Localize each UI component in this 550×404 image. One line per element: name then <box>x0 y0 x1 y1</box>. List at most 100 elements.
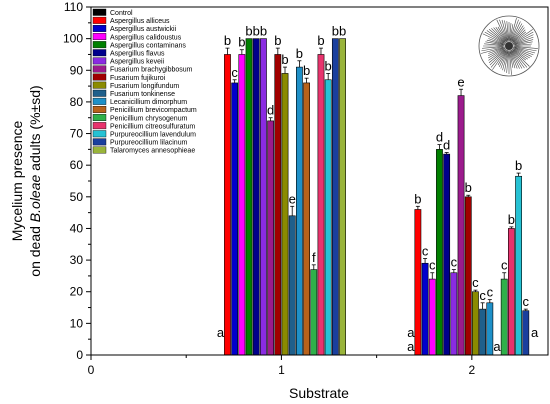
significance-label: e <box>457 74 464 89</box>
legend-label: Aspergillus keveii <box>110 59 165 66</box>
colony-hypha <box>506 50 509 73</box>
legend-label: Purpureocillium lavendulum <box>110 132 196 139</box>
y-tick-label: 100 <box>63 32 83 46</box>
colony-hypha <box>501 19 509 43</box>
colony-hypha <box>513 29 533 43</box>
bar <box>317 54 325 356</box>
legend-swatch <box>92 8 107 16</box>
bar <box>267 120 275 356</box>
colony-hypha <box>512 48 529 60</box>
significance-label: b <box>332 24 339 39</box>
legend-swatch <box>92 73 107 81</box>
bar <box>231 82 239 356</box>
colony-hypha <box>488 47 506 59</box>
x-tick-label: 1 <box>278 363 285 377</box>
colony-hypha <box>484 43 505 46</box>
legend-swatch <box>92 138 107 146</box>
legend-label: Aspergillus flavus <box>110 51 165 58</box>
legend-swatch <box>92 41 107 49</box>
significance-label: d <box>267 103 274 118</box>
colony-hypha <box>495 26 506 42</box>
significance-label: b <box>260 24 267 39</box>
legend-swatch <box>92 146 107 154</box>
legend-swatch <box>92 114 107 122</box>
y-tick-label: 60 <box>70 158 84 172</box>
colony-hypha <box>511 25 524 43</box>
colony-hypha <box>509 23 512 42</box>
colony-hypha <box>497 26 508 43</box>
y-tick-label: 80 <box>70 95 84 109</box>
colony-hypha <box>509 24 514 41</box>
legend-label: Purpureocillium lilacinum <box>110 140 188 147</box>
colony-hypha <box>480 46 506 54</box>
colony-hypha <box>488 47 505 56</box>
significance-label: e <box>289 191 296 206</box>
colony-center <box>505 42 513 50</box>
bar <box>515 175 522 356</box>
bar <box>450 272 458 356</box>
colony-hypha <box>511 29 526 44</box>
y-tick-label: 20 <box>70 285 84 299</box>
colony-hypha <box>488 38 505 45</box>
colony-hypha <box>506 21 509 41</box>
colony-hypha <box>509 50 514 68</box>
significance-label: a <box>407 339 415 354</box>
significance-label: b <box>224 33 231 48</box>
colony-hypha <box>499 19 508 41</box>
colony-hypha <box>491 28 507 44</box>
significance-label: b <box>238 35 245 50</box>
significance-label: a <box>493 339 501 354</box>
y-tick-label: 110 <box>64 0 83 14</box>
bar <box>428 278 436 356</box>
colony-hypha <box>514 36 534 45</box>
colony-hypha <box>488 49 505 61</box>
bar <box>464 196 472 356</box>
x-ticks: 0 1 2 <box>88 355 475 377</box>
colony-hypha <box>512 39 534 46</box>
colony-hypha <box>488 29 505 43</box>
colony-hypha <box>514 48 532 57</box>
control-label: a <box>407 325 415 340</box>
bar <box>296 66 303 356</box>
legend-label: Fusarium longifundum <box>110 83 179 90</box>
significance-label: b <box>296 46 303 61</box>
bar <box>331 38 339 356</box>
y-tick-label: 40 <box>70 221 84 235</box>
bar <box>457 95 465 356</box>
legend-swatch <box>92 16 107 24</box>
significance-label: c <box>472 275 479 290</box>
y-tick-label: 90 <box>70 63 84 77</box>
y-axis-label-line1: Mycelium presence <box>9 120 25 241</box>
significance-label: b <box>281 52 288 67</box>
significance-label: c <box>422 244 429 259</box>
x-tick-label: 0 <box>88 363 95 377</box>
bars-layer <box>224 38 530 356</box>
legend-swatch <box>92 49 107 57</box>
colony-hypha <box>513 49 527 61</box>
legend-label: Aspergillus contaminans <box>110 42 186 49</box>
colony-hypha <box>485 41 504 46</box>
bar <box>288 215 296 356</box>
y-axis-label-italic: B.oleae <box>27 174 43 222</box>
colony-hypha <box>488 47 504 54</box>
colony-hypha <box>504 20 509 42</box>
x-tick-label: 2 <box>468 363 475 377</box>
control-label: a <box>531 325 539 340</box>
colony-hypha <box>513 46 538 49</box>
y-axis-label-prefix: on dead <box>27 222 43 277</box>
bar <box>252 38 260 356</box>
significance-label: b <box>303 63 310 78</box>
colony-hypha <box>513 47 534 56</box>
legend-swatch <box>92 97 107 105</box>
colony-hypha <box>486 30 506 44</box>
x-axis-label: Substrate <box>289 385 349 401</box>
significance-label: b <box>245 24 252 39</box>
colony-hypha <box>499 51 507 67</box>
significance-label: b <box>253 24 260 39</box>
colony-hypha <box>511 49 528 68</box>
colony-hypha <box>510 23 523 43</box>
significance-label: d <box>436 130 443 145</box>
significance-label: c <box>429 258 436 273</box>
bar <box>508 228 515 356</box>
